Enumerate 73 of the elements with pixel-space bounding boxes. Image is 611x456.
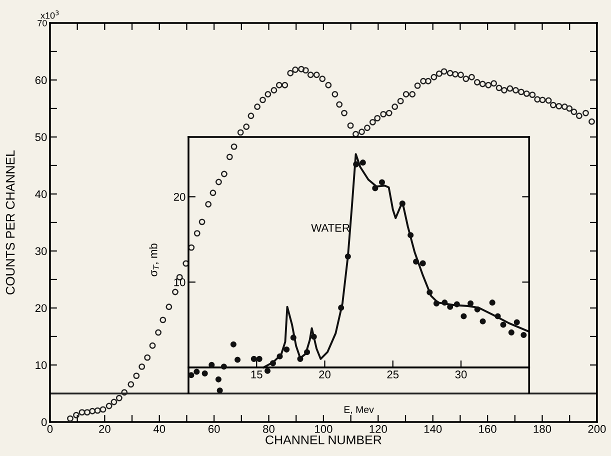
point: [338, 304, 344, 311]
point: [230, 341, 236, 348]
point: [508, 329, 514, 336]
text: x10$^{3}$: [40, 10, 59, 19]
point: [220, 364, 227, 370]
y-tick-label: 30: [35, 247, 47, 256]
point: [276, 353, 283, 360]
x-axis-title: CHANNEL NUMBER: [266, 435, 382, 444]
y-axis-title: σ$_{T}$, mb: [149, 244, 159, 276]
x-axis-title: E, Mev: [344, 406, 374, 414]
x-tick-label: 0: [47, 425, 53, 433]
x-tick-label: 20: [99, 425, 110, 433]
point: [426, 289, 433, 296]
point: [442, 300, 448, 306]
point: [353, 161, 360, 168]
point: [360, 160, 366, 166]
point: [310, 334, 317, 340]
point: [215, 376, 222, 382]
point: [408, 232, 414, 238]
y-tick-label: 0: [41, 418, 47, 426]
x-tick-label: 40: [153, 425, 166, 433]
annotation: WATER: [311, 224, 350, 232]
point: [460, 313, 467, 320]
point: [520, 332, 527, 338]
point: [264, 368, 271, 374]
y-tick-label: 10: [174, 278, 186, 286]
point: [344, 253, 351, 260]
point: [420, 260, 426, 266]
y-tick-label: 70: [38, 20, 47, 26]
y-tick-label: 20: [35, 304, 47, 312]
point: [494, 313, 501, 320]
x-tick-label: 60: [208, 425, 220, 433]
point: [378, 179, 386, 186]
x-tick-label: 180: [534, 425, 552, 433]
x-tick-label: 200: [588, 425, 606, 433]
x-tick-label: 20: [319, 370, 330, 378]
y-tick-label: 40: [35, 190, 47, 198]
x-tick-label: 120: [370, 425, 387, 433]
x-tick-label: 15: [251, 370, 262, 378]
point: [270, 360, 276, 366]
x-tick-label: 30: [455, 370, 467, 378]
point: [489, 300, 496, 306]
y-tick-label: 60: [35, 76, 47, 84]
point: [372, 185, 378, 192]
point: [399, 200, 406, 207]
point: [297, 356, 304, 362]
point: [194, 368, 200, 375]
point: [500, 322, 506, 328]
point: [413, 258, 420, 265]
point: [304, 349, 310, 356]
point: [216, 387, 223, 394]
y-tick-label: 10: [36, 361, 47, 370]
point: [256, 356, 262, 362]
x-tick-label: 140: [424, 425, 442, 433]
point: [290, 334, 296, 341]
point: [514, 319, 520, 326]
x-tick-label: 25: [387, 370, 399, 378]
y-tick-label: 50: [35, 133, 47, 142]
point: [188, 372, 194, 378]
x-tick-label: 100: [315, 425, 332, 433]
point: [468, 300, 474, 306]
point: [454, 301, 460, 308]
point: [284, 346, 290, 353]
point: [234, 356, 241, 363]
x-tick-label: 160: [479, 425, 496, 433]
point: [474, 306, 480, 312]
x-tick-label: 80: [263, 425, 275, 433]
point: [208, 362, 215, 368]
point: [250, 356, 257, 362]
y-axis-title: COUNTS PER CHANNEL: [6, 150, 15, 294]
point: [480, 318, 486, 324]
point: [433, 300, 440, 306]
point: [202, 370, 208, 376]
